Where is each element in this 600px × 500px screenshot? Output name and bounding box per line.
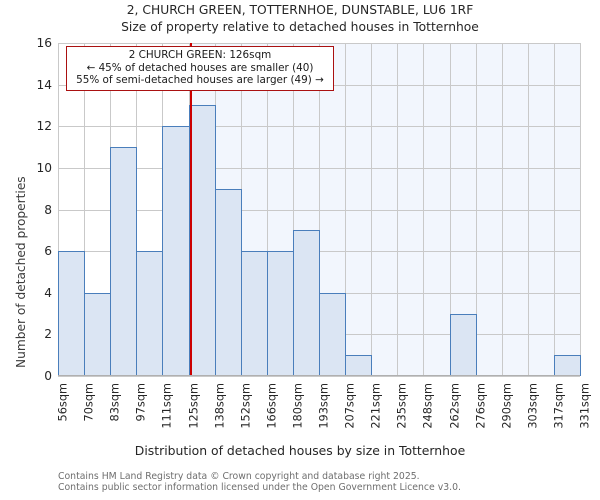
gridline-vertical <box>450 43 451 376</box>
footer-attribution: Contains HM Land Registry data © Crown c… <box>58 471 461 493</box>
x-tick-label: 248sqm <box>421 383 435 429</box>
x-tick-label: 331sqm <box>578 383 592 429</box>
gridline-vertical <box>267 43 268 376</box>
gridline-vertical <box>319 43 320 376</box>
histogram-bar <box>345 355 372 376</box>
page-title: 2, CHURCH GREEN, TOTTERNHOE, DUNSTABLE, … <box>126 3 474 17</box>
histogram-bar <box>293 230 320 376</box>
x-tick-label: 276sqm <box>474 383 488 429</box>
histogram-bar <box>189 105 216 376</box>
x-tick-label: 70sqm <box>82 383 96 422</box>
x-tick-label: 193sqm <box>317 383 331 429</box>
histogram-bar <box>110 147 137 376</box>
gridline-vertical <box>397 43 398 376</box>
x-axis-line <box>58 375 580 376</box>
y-tick-label: 6 <box>44 244 52 259</box>
y-tick-label: 14 <box>36 77 52 92</box>
gridline-vertical <box>58 43 59 376</box>
y-tick-label: 2 <box>44 327 52 342</box>
x-tick-label: 152sqm <box>239 383 253 429</box>
footer-line-2: Contains public sector information licen… <box>58 482 461 493</box>
plot-area <box>58 43 581 377</box>
x-tick-label: 207sqm <box>343 383 357 429</box>
x-tick-label: 111sqm <box>160 383 174 429</box>
x-tick-label: 235sqm <box>395 383 409 429</box>
y-tick-label: 0 <box>44 369 52 383</box>
gridline-vertical <box>554 43 555 376</box>
title-block: 2, CHURCH GREEN, TOTTERNHOE, DUNSTABLE, … <box>0 2 600 36</box>
y-axis-ticks: 0 2 4 6 8 10 12 14 16 <box>0 0 52 500</box>
property-annotation-box: 2 CHURCH GREEN: 126sqm ← 45% of detached… <box>66 46 334 91</box>
y-tick-label: 12 <box>36 119 52 134</box>
gridline-vertical <box>528 43 529 376</box>
histogram-bar <box>319 292 346 376</box>
histogram-bar <box>136 251 163 376</box>
histogram-bar <box>58 251 85 376</box>
gridline-vertical <box>293 43 294 376</box>
histogram-bar <box>450 313 477 376</box>
property-marker-line <box>189 43 192 376</box>
footer-line-1: Contains HM Land Registry data © Crown c… <box>58 471 420 482</box>
annotation-line-1: 2 CHURCH GREEN: 126sqm <box>128 49 272 61</box>
x-tick-label: 97sqm <box>134 383 148 422</box>
gridline-vertical <box>502 43 503 376</box>
gridline-vertical <box>476 43 477 376</box>
x-tick-label: 262sqm <box>448 383 461 429</box>
y-tick-label: 4 <box>44 285 52 300</box>
gridline-vertical <box>345 43 346 376</box>
gridline-vertical <box>84 43 85 376</box>
gridline-vertical <box>371 43 372 376</box>
gridline-horizontal <box>58 376 580 377</box>
x-tick-label: 83sqm <box>108 383 122 422</box>
histogram-bar <box>215 188 242 376</box>
y-tick-label: 10 <box>36 160 52 175</box>
x-tick-label: 317sqm <box>552 383 566 429</box>
gridline-vertical <box>423 43 424 376</box>
y-tick-label: 16 <box>36 36 52 50</box>
x-tick-label: 125sqm <box>187 383 200 429</box>
gridline-vertical <box>580 43 581 376</box>
y-tick-label: 8 <box>44 202 52 217</box>
histogram-bar <box>162 126 190 376</box>
annotation-line-2: ← 45% of detached houses are smaller (40… <box>86 61 314 74</box>
chart-subtitle: Size of property relative to detached ho… <box>121 20 479 34</box>
x-tick-label: 180sqm <box>291 383 305 429</box>
x-axis-title: Distribution of detached houses by size … <box>134 443 466 458</box>
histogram-bar <box>84 292 111 376</box>
x-tick-label: 166sqm <box>265 383 279 429</box>
x-tick-label: 56sqm <box>56 383 70 422</box>
annotation-line-3: 55% of semi-detached houses are larger (… <box>76 74 324 86</box>
x-axis-ticks: 56sqm 70sqm 83sqm 97sqm 111sqm 125sqm 138sqm 15… <box>0 383 600 443</box>
x-tick-label: 221sqm <box>369 383 383 429</box>
histogram-bar <box>267 251 294 376</box>
histogram-bar <box>554 355 581 376</box>
x-tick-label: 303sqm <box>526 383 540 429</box>
histogram-bar <box>241 251 268 376</box>
x-tick-label: 138sqm <box>213 383 227 429</box>
x-tick-label: 290sqm <box>500 383 514 429</box>
